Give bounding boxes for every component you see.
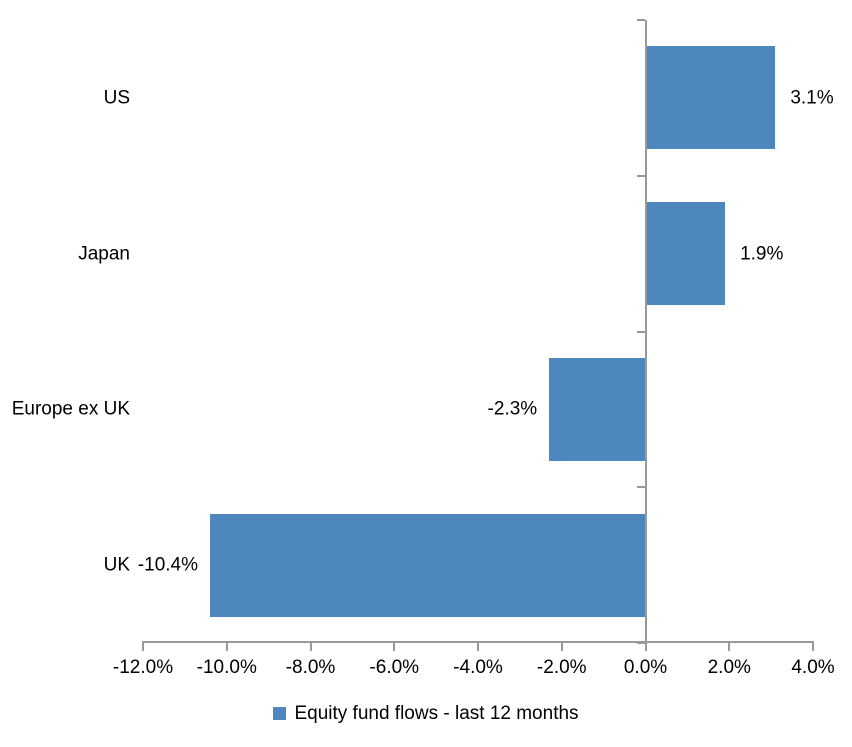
legend-swatch-icon — [273, 707, 287, 720]
x-axis-tick — [309, 641, 312, 651]
bar-uk — [210, 513, 646, 617]
y-axis-tick — [636, 642, 645, 644]
y-axis-tick — [636, 174, 645, 177]
y-axis-tick — [636, 330, 645, 333]
x-tick-label: 0.0% — [623, 657, 668, 678]
x-tick-label: 2.0% — [707, 657, 751, 678]
x-axis-tick — [142, 641, 144, 651]
x-axis-tick — [812, 641, 814, 651]
data-label-japan: 1.9% — [740, 243, 784, 265]
data-label-us: 3.1% — [790, 87, 834, 109]
x-tick-label: -8.0% — [285, 657, 336, 678]
x-axis-tick — [560, 641, 563, 651]
y-axis-tick — [636, 19, 645, 21]
bar-us — [645, 46, 776, 150]
x-tick-label: -10.0% — [196, 657, 257, 678]
y-axis-tick — [636, 486, 645, 489]
x-tick-label: 4.0% — [791, 657, 835, 678]
category-label-us: US — [103, 87, 130, 109]
x-tick-label: -4.0% — [453, 657, 503, 678]
legend-label: Equity fund flows - last 12 months — [294, 703, 579, 724]
x-tick-label: -6.0% — [369, 657, 420, 678]
x-axis-tick — [477, 641, 479, 651]
bar-europe-ex-uk — [549, 357, 646, 461]
category-label-japan: Japan — [78, 243, 130, 265]
x-axis-tick — [728, 641, 731, 651]
bar-japan — [645, 202, 726, 306]
category-label-uk: UK — [103, 554, 130, 576]
x-tick-label: -2.0% — [536, 657, 587, 678]
data-label-uk: -10.4% — [137, 554, 198, 576]
data-label-europe-ex-uk: -2.3% — [487, 398, 538, 420]
y-axis-line — [644, 20, 647, 651]
x-axis-tick — [393, 641, 396, 651]
x-axis-tick — [644, 641, 647, 651]
category-label-europe-ex-uk: Europe ex UK — [11, 398, 130, 420]
legend: Equity fund flows - last 12 months — [0, 704, 852, 723]
x-axis-tick — [225, 641, 228, 651]
x-tick-label: -12.0% — [112, 657, 174, 678]
